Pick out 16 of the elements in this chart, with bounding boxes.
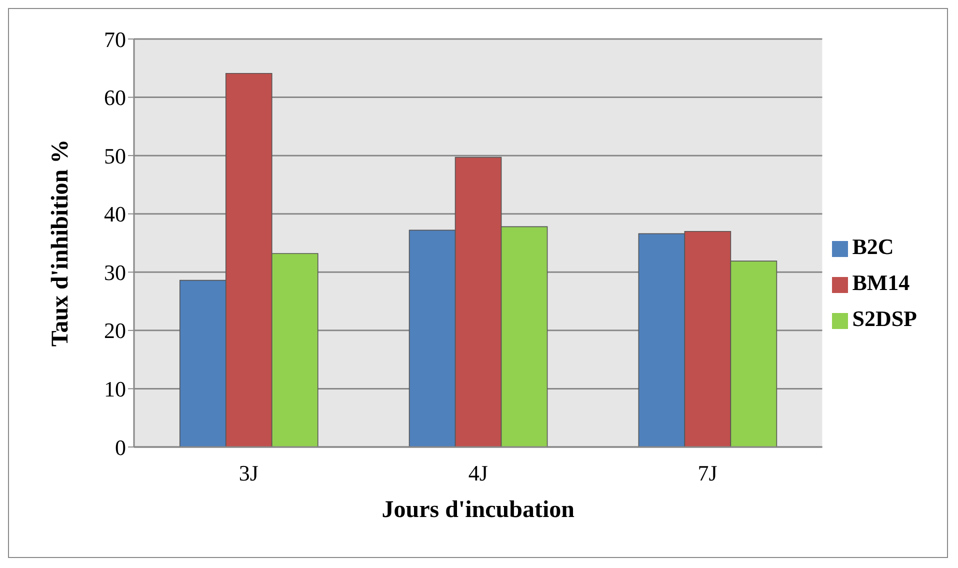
y-tick-label: 70 [104, 26, 126, 52]
legend-label: S2DSP [852, 306, 917, 331]
y-tick-label: 10 [104, 376, 126, 402]
x-axis-title: Jours d'incubation [382, 497, 574, 523]
y-tick-label: 20 [104, 318, 126, 344]
x-tick-label: 3J [238, 460, 259, 486]
x-tick-label: 4J [468, 460, 488, 486]
y-tick-label: 30 [104, 260, 126, 285]
y-tick-label: 40 [104, 202, 126, 227]
legend-label: B2C [852, 234, 894, 259]
y-tick-label: 60 [104, 85, 126, 110]
y-axis-title: Taux d'inhibition % [48, 139, 74, 347]
legend-label: BM14 [852, 270, 910, 295]
y-tick-label: 0 [115, 434, 126, 460]
y-tick-label: 50 [104, 143, 126, 168]
x-tick-label: 7J [698, 460, 718, 486]
